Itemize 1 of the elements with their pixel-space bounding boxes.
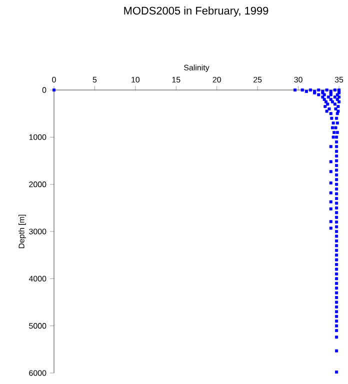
chart-title: MODS2005 in February, 1999 <box>124 6 268 17</box>
